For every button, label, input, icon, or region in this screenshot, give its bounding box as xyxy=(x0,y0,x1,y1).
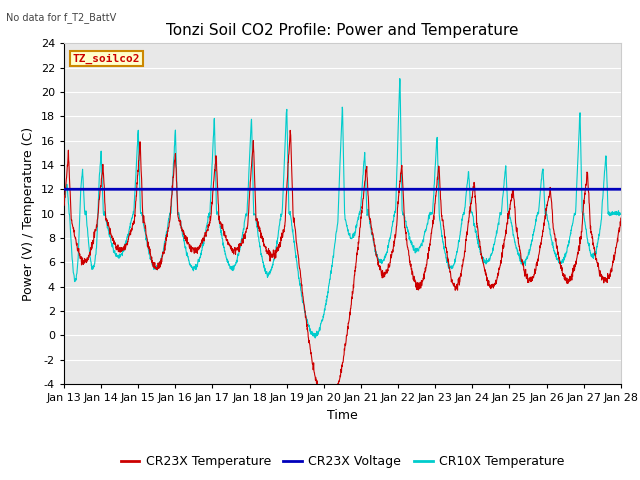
X-axis label: Time: Time xyxy=(327,408,358,421)
Text: TZ_soilco2: TZ_soilco2 xyxy=(72,53,140,64)
Y-axis label: Power (V) / Temperature (C): Power (V) / Temperature (C) xyxy=(22,127,35,300)
Text: No data for f_T2_BattV: No data for f_T2_BattV xyxy=(6,12,116,23)
Legend: CR23X Temperature, CR23X Voltage, CR10X Temperature: CR23X Temperature, CR23X Voltage, CR10X … xyxy=(116,450,569,473)
Title: Tonzi Soil CO2 Profile: Power and Temperature: Tonzi Soil CO2 Profile: Power and Temper… xyxy=(166,23,518,38)
